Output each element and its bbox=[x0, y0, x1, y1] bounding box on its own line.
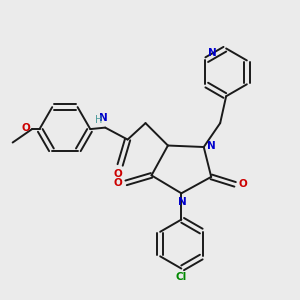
Text: N: N bbox=[178, 197, 187, 207]
Text: O: O bbox=[239, 179, 248, 189]
Text: O: O bbox=[22, 123, 31, 133]
Text: H: H bbox=[95, 115, 102, 124]
Text: Cl: Cl bbox=[176, 272, 187, 282]
Text: N: N bbox=[208, 48, 217, 58]
Text: N: N bbox=[207, 140, 216, 151]
Text: O: O bbox=[114, 178, 122, 188]
Text: N: N bbox=[99, 113, 108, 123]
Text: O: O bbox=[113, 169, 122, 179]
